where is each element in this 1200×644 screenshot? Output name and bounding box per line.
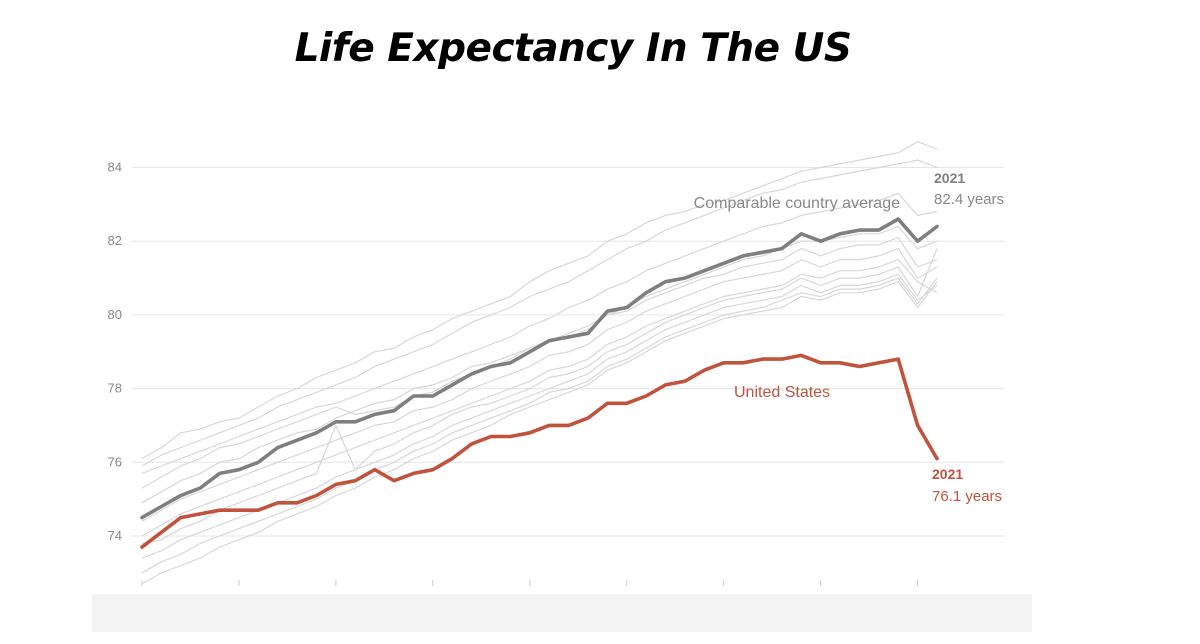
comparable-average-line bbox=[140, 217, 939, 520]
country-line-3 bbox=[141, 192, 938, 474]
main-series-layer bbox=[140, 217, 939, 549]
us-value-label: 76.1 years bbox=[932, 488, 1002, 505]
y-tick-label: 82 bbox=[108, 233, 122, 248]
comparable-average-label: Comparable country average bbox=[694, 195, 900, 212]
chart-bottom-band bbox=[92, 594, 1032, 632]
y-tick-label: 80 bbox=[108, 307, 122, 322]
page-title: Life Expectancy In The US bbox=[294, 26, 852, 71]
y-tick-label: 76 bbox=[108, 454, 122, 469]
y-tick-label: 78 bbox=[108, 381, 122, 396]
y-tick-label: 74 bbox=[108, 528, 122, 543]
country-line-11 bbox=[141, 281, 938, 585]
life-expectancy-chart: 7476788082841980198519901995200020052010… bbox=[108, 141, 1004, 612]
country-line-1 bbox=[141, 141, 938, 460]
chart-panel: 7476788082841980198519901995200020052010… bbox=[92, 122, 1032, 632]
average-2021-label: 2021 bbox=[934, 170, 965, 186]
country-line-8 bbox=[141, 248, 938, 544]
united-states-line bbox=[140, 353, 939, 549]
annotation-layer: Comparable country average 2021 82.4 years… bbox=[694, 170, 1004, 505]
us-2021-label: 2021 bbox=[932, 466, 963, 482]
united-states-label: United States bbox=[734, 384, 830, 401]
country-line-10 bbox=[141, 277, 938, 574]
y-tick-label: 84 bbox=[108, 160, 122, 175]
country-line-7 bbox=[141, 259, 938, 537]
average-value-label: 82.4 years bbox=[934, 191, 1004, 208]
country-line-2 bbox=[141, 159, 938, 467]
country-line-6 bbox=[141, 248, 938, 522]
